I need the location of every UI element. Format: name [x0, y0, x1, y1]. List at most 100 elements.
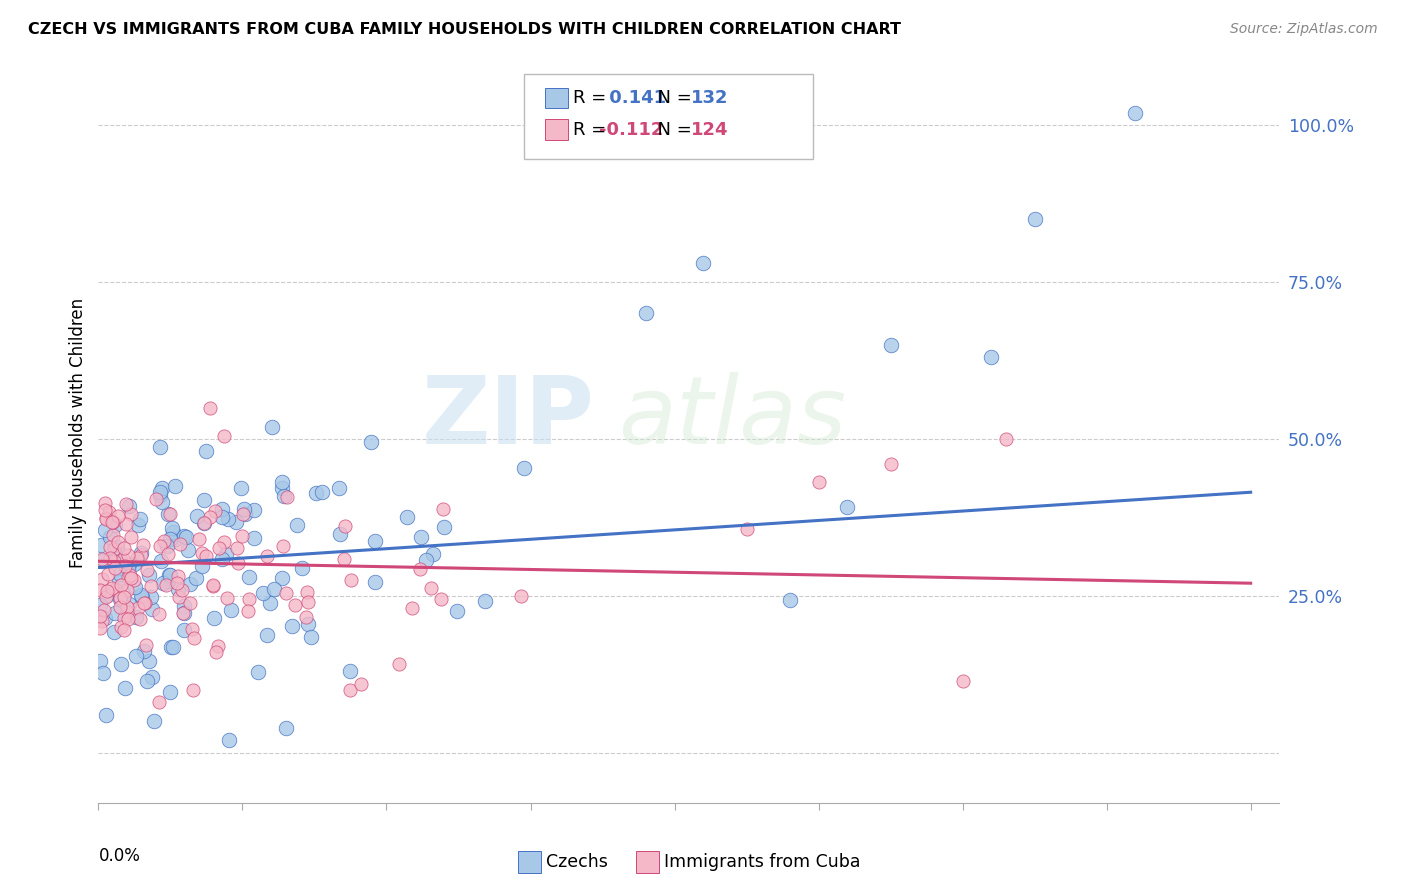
Point	[104, 552, 127, 566]
Point	[159, 684, 181, 698]
Point	[879, 338, 901, 352]
Point	[280, 619, 302, 633]
Point	[233, 507, 256, 521]
Point	[156, 539, 179, 553]
Point	[156, 507, 179, 521]
Point	[1024, 212, 1046, 227]
Point	[177, 543, 200, 558]
Point	[339, 682, 361, 697]
Point	[131, 590, 153, 604]
Point	[173, 529, 195, 543]
Point	[328, 481, 350, 495]
Point	[167, 590, 190, 604]
Point	[97, 505, 120, 519]
Point	[271, 539, 294, 553]
Point	[202, 578, 225, 592]
Point	[131, 549, 153, 563]
Point	[90, 538, 112, 552]
Point	[103, 554, 125, 568]
Point	[193, 493, 215, 508]
Point	[110, 578, 132, 592]
Point	[98, 540, 121, 554]
Text: N =: N =	[647, 120, 697, 139]
Point	[211, 501, 233, 516]
Point	[129, 612, 152, 626]
Point	[229, 482, 252, 496]
Point	[274, 586, 297, 600]
Point	[112, 611, 135, 625]
Point	[339, 664, 361, 678]
Point	[165, 479, 187, 493]
Point	[285, 517, 308, 532]
Point	[238, 569, 260, 583]
Point	[247, 665, 270, 679]
Point	[165, 532, 187, 546]
Point	[513, 460, 536, 475]
Point	[299, 630, 322, 644]
Text: -0.112: -0.112	[599, 120, 664, 139]
Point	[149, 539, 172, 553]
Point	[193, 516, 215, 531]
Point	[101, 581, 124, 595]
Point	[112, 541, 135, 555]
Text: 0.141: 0.141	[603, 89, 666, 107]
Text: N =: N =	[647, 89, 697, 107]
Point	[153, 534, 176, 549]
Point	[90, 552, 112, 566]
Point	[149, 488, 172, 502]
Point	[138, 568, 160, 582]
Point	[198, 401, 221, 415]
Point	[159, 568, 181, 582]
Text: 124: 124	[692, 120, 728, 139]
Point	[181, 682, 204, 697]
Point	[120, 508, 142, 522]
Point	[195, 549, 218, 563]
Point	[104, 606, 127, 620]
Point	[191, 546, 214, 560]
Point	[166, 576, 188, 591]
Point	[148, 695, 170, 709]
Point	[409, 530, 432, 544]
Point	[117, 562, 139, 576]
Text: atlas: atlas	[619, 372, 846, 463]
Point	[174, 530, 197, 544]
Point	[121, 571, 143, 585]
Point	[112, 623, 135, 637]
Point	[104, 561, 127, 575]
Point	[270, 481, 292, 495]
Point	[395, 509, 418, 524]
Text: Czechs: Czechs	[546, 853, 607, 871]
Point	[91, 665, 114, 680]
Point	[273, 490, 295, 504]
Point	[132, 538, 155, 552]
Point	[186, 508, 208, 523]
Point	[350, 677, 373, 691]
Point	[879, 457, 901, 471]
Point	[186, 571, 208, 585]
Text: R =: R =	[574, 120, 612, 139]
Point	[112, 551, 135, 566]
Point	[90, 573, 112, 587]
Point	[124, 557, 146, 571]
Point	[333, 518, 356, 533]
Point	[202, 611, 225, 625]
Point	[243, 502, 266, 516]
Point	[329, 527, 352, 541]
Point	[172, 607, 194, 621]
Point	[103, 624, 125, 639]
Point	[108, 567, 131, 582]
Point	[157, 568, 180, 582]
Point	[107, 508, 129, 523]
Point	[152, 576, 174, 591]
Point	[211, 551, 233, 566]
Point	[837, 500, 859, 514]
Point	[295, 584, 318, 599]
Point	[114, 558, 136, 573]
Point	[127, 550, 149, 565]
Point	[110, 657, 132, 671]
Point	[191, 559, 214, 574]
Text: R =: R =	[574, 89, 612, 107]
Point	[96, 583, 118, 598]
Point	[135, 673, 157, 688]
Point	[129, 546, 152, 560]
